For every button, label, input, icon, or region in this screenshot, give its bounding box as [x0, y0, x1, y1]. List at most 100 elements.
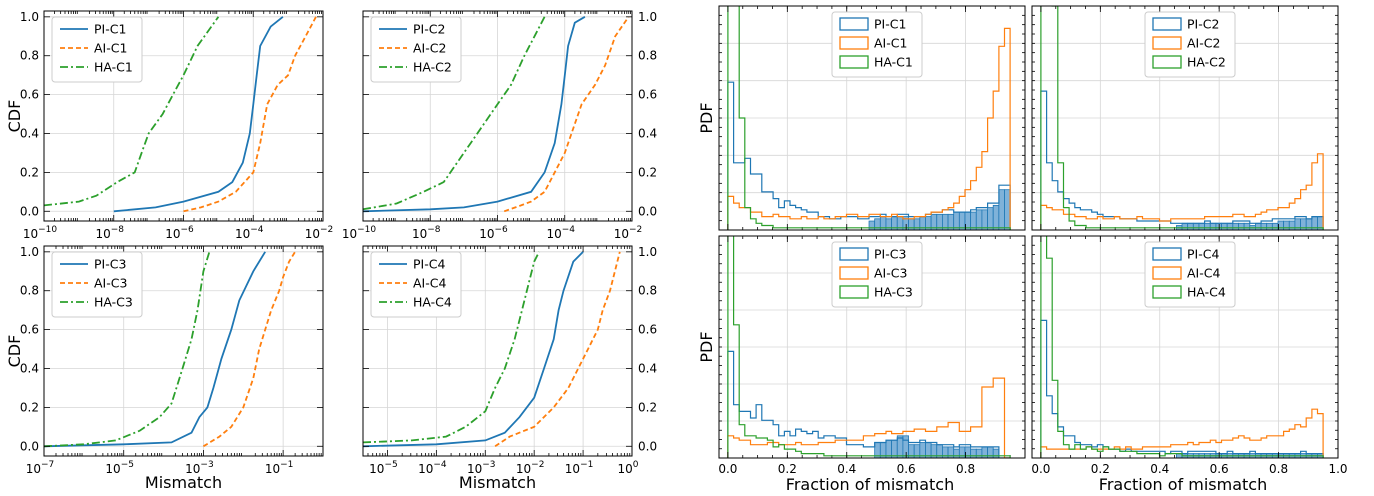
legend-swatch — [839, 247, 869, 261]
filled-bar — [1271, 222, 1279, 230]
filled-bar — [1198, 222, 1206, 230]
y-axis-label: PDF — [697, 331, 716, 362]
x-tick-exponent: 0 — [633, 460, 639, 470]
x-tick-exponent: −4 — [433, 460, 447, 470]
step-outline-ai-c3 — [727, 377, 1011, 458]
y-tick-label: 0.4 — [20, 127, 39, 141]
legend-entry: HA-C1 — [94, 60, 133, 75]
plot-frame — [718, 5, 1026, 231]
x-tick-label: 10−7 — [26, 460, 55, 476]
panel-cdf-2: 10−10 10−8 10−6 10−4 10−2 0.0 0.2 0.4 0.6 0.8 1.0 P… — [342, 10, 657, 241]
step-outline-pi-c1 — [727, 81, 1011, 230]
legend-entry: AI-C1 — [94, 41, 127, 56]
panel-pdf-1: PDF PI-C1 AI-C1 HA-C1 — [697, 5, 1026, 231]
step-outline-ai-c2 — [1040, 153, 1324, 230]
x-tick-label: 10−8 — [412, 225, 441, 241]
x-tick-exponent: −2 — [531, 460, 544, 470]
y-axis-label: PDF — [697, 102, 716, 133]
x-tick-label: 10−10 — [342, 225, 377, 241]
series-line-ai-c3 — [202, 251, 296, 448]
panel-pdf-3: 0.0 0.2 0.4 0.6 0.8 PDF Fraction of mismatch PI… — [697, 235, 1026, 494]
legend-swatch — [839, 55, 869, 69]
filled-bar — [1181, 222, 1189, 230]
y-tick-label: 0.0 — [638, 439, 657, 453]
legend-swatch — [1152, 36, 1182, 50]
filled-bar — [1232, 222, 1239, 230]
y-tick-label: 1.0 — [638, 245, 657, 259]
y-tick-label: 0.0 — [20, 204, 39, 218]
x-tick-label: 10−1 — [565, 460, 594, 476]
panel-cdf-4: 10−5 10−4 10−3 10−2 10−1 1000.00.20.40.60.81.… — [362, 245, 657, 492]
x-tick-exponent: −6 — [495, 225, 509, 235]
filled-bar — [1204, 222, 1211, 230]
step-outline-pi-c2 — [1040, 90, 1324, 230]
plot-frame — [718, 235, 1026, 459]
filled-bar — [975, 448, 983, 458]
filled-bar — [992, 204, 1000, 230]
legend-box — [51, 251, 143, 318]
y-tick-label: 0.2 — [638, 165, 657, 179]
histogram-area — [1040, 236, 1324, 458]
y-tick-label: 0.2 — [638, 400, 657, 414]
legend-swatch — [839, 36, 869, 50]
legend-swatch — [839, 285, 869, 299]
legend-entry: AI-C3 — [94, 276, 127, 291]
filled-bar — [1187, 222, 1194, 230]
x-tick-label: 10−8 — [95, 225, 124, 241]
x-tick-exponent: −3 — [200, 460, 213, 470]
x-tick-label: 10−4 — [235, 225, 264, 241]
x-axis-label: Mismatch — [459, 473, 536, 492]
x-tick-label: 10−2 — [614, 225, 643, 241]
legend-swatch — [839, 266, 869, 280]
y-tick-label: 0.4 — [638, 127, 657, 141]
series-line-ai-c4 — [494, 251, 621, 448]
filled-bar — [1004, 189, 1011, 230]
panel-pdf-4: 0.0 0.2 0.4 0.6 0.8 1.0 Fraction of mismatch PI… — [1031, 235, 1348, 494]
x-tick-exponent: −8 — [427, 225, 441, 235]
x-tick-exponent: −6 — [181, 225, 195, 235]
legend-entry: PI-C3 — [94, 257, 126, 272]
legend-entry: PI-C2 — [413, 22, 445, 37]
y-tick-label: 1.0 — [638, 10, 657, 24]
x-tick-label: 0.2 — [778, 462, 797, 476]
series-line-ai-c1 — [183, 16, 317, 213]
step-outline-ha-c1 — [727, 6, 1011, 230]
x-tick-label: 100 — [617, 460, 638, 476]
legend-swatch — [1152, 55, 1182, 69]
y-axis-label: CDF — [5, 335, 24, 368]
legend-box — [370, 251, 462, 318]
step-outline-ai-c1 — [727, 27, 1011, 230]
legend-swatch — [1152, 285, 1182, 299]
filled-bar — [1288, 220, 1296, 230]
legend-box — [51, 16, 143, 83]
filled-bar — [987, 207, 994, 230]
x-tick-exponent: −3 — [482, 460, 495, 470]
series-line-pi-c2 — [362, 16, 586, 213]
series-line-pi-c3 — [43, 251, 266, 448]
x-tick-exponent: −1 — [280, 460, 293, 470]
x-tick-label: 10−5 — [105, 460, 134, 476]
x-tick-label: 0.8 — [1269, 462, 1288, 476]
x-tick-label: 10−4 — [418, 460, 447, 476]
x-tick-label: 10−1 — [265, 460, 294, 476]
filled-bar — [1221, 222, 1228, 230]
legend-entry: AI-C1 — [874, 36, 907, 51]
legend-entry: HA-C2 — [1187, 55, 1226, 70]
step-outline-ha-c2 — [1040, 6, 1324, 230]
legend-entry: AI-C2 — [413, 41, 446, 56]
x-tick-exponent: −4 — [562, 225, 576, 235]
filled-bar — [1255, 222, 1262, 230]
legend-box — [370, 16, 462, 83]
step-outline-ai-c4 — [1040, 408, 1324, 458]
x-tick-exponent: −5 — [121, 460, 134, 470]
series-line-ha-c4 — [362, 251, 540, 444]
x-tick-exponent: −7 — [41, 460, 54, 470]
filled-bar — [1243, 222, 1251, 230]
step-outline-ha-c3 — [727, 236, 1011, 458]
x-axis-label: Fraction of mismatch — [1099, 475, 1267, 494]
filled-bar — [1175, 453, 1183, 458]
y-tick-label: 1.0 — [20, 245, 39, 259]
series-line-ai-c2 — [503, 16, 630, 213]
filled-bar — [902, 435, 909, 458]
y-tick-label: 0.2 — [20, 400, 39, 414]
